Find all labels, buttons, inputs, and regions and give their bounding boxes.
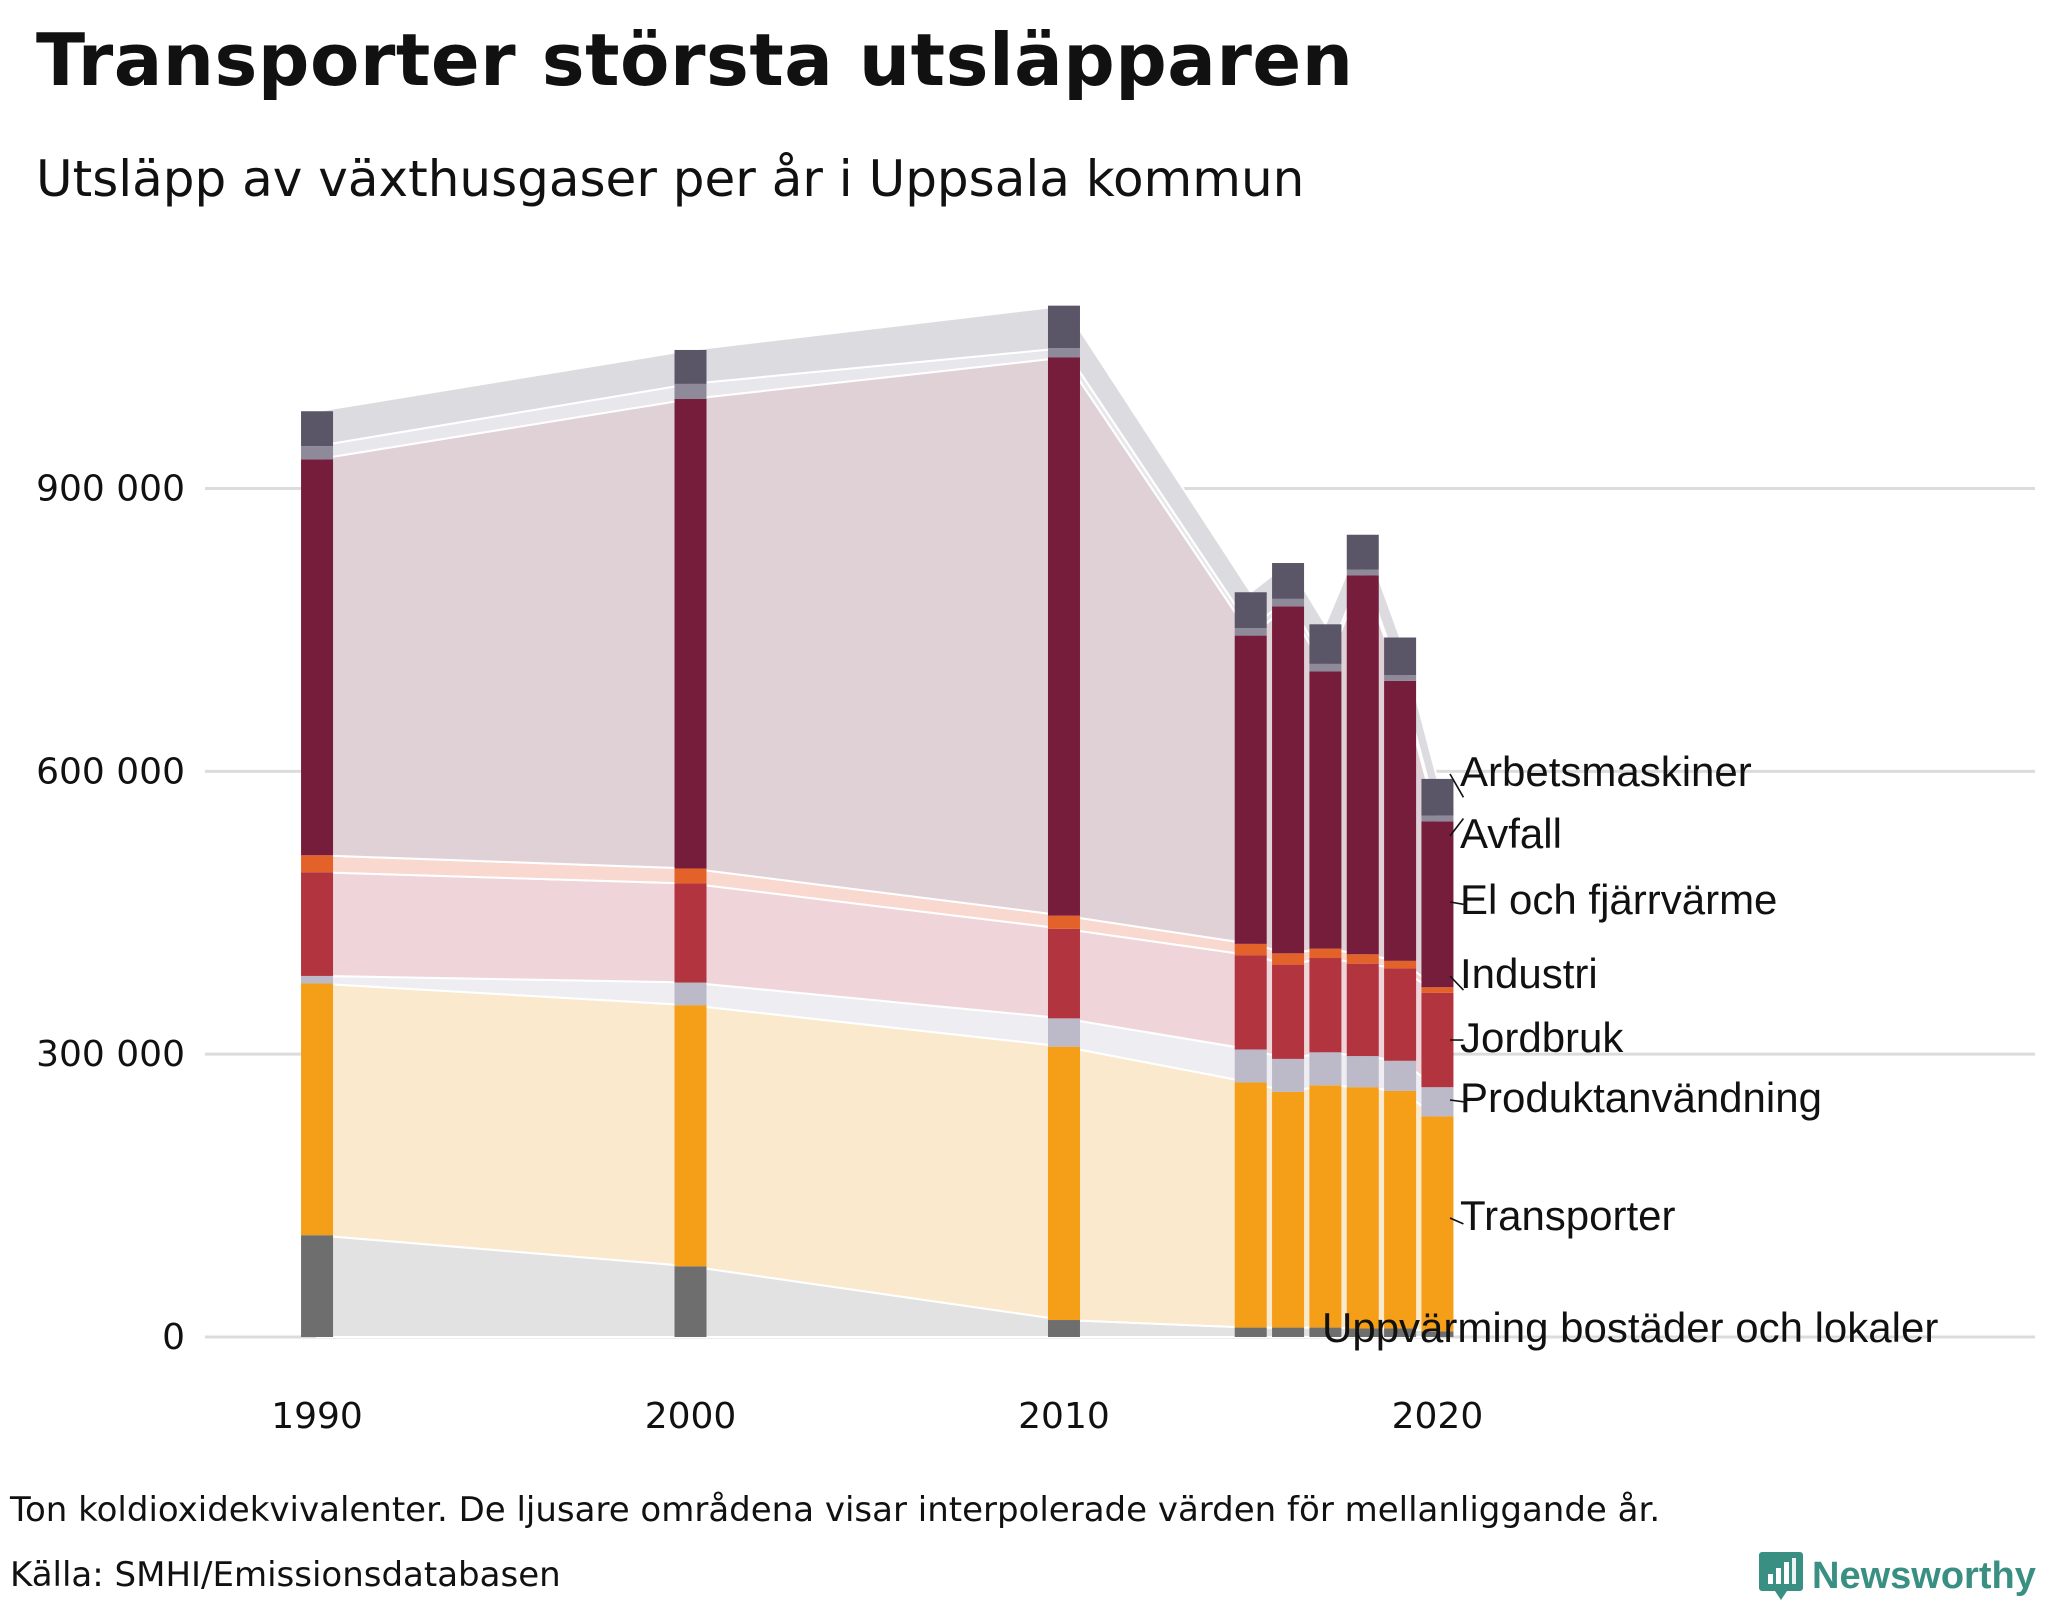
bar-segment xyxy=(675,384,707,399)
bar-segment xyxy=(675,884,707,983)
bar-segment xyxy=(1421,816,1453,822)
bar-segment xyxy=(1272,1092,1304,1328)
bar-segment xyxy=(1309,949,1341,958)
bar-segment xyxy=(1309,1052,1341,1085)
bar-segment xyxy=(1384,968,1416,1060)
bar-segment xyxy=(675,868,707,883)
newsworthy-logo-icon xyxy=(1758,1550,1804,1602)
bar-segment xyxy=(1347,954,1379,963)
bar-segment xyxy=(675,1266,707,1337)
bar-segment xyxy=(1272,599,1304,607)
bar-segment xyxy=(1048,348,1080,357)
bar-segment xyxy=(1347,1087,1379,1328)
x-tick-label: 2020 xyxy=(1392,1396,1484,1437)
bar-segment xyxy=(1048,929,1080,1019)
bar-segment xyxy=(1048,916,1080,929)
bar-segment xyxy=(1309,671,1341,948)
bar-segment xyxy=(1235,1049,1267,1082)
series-label: Avfall xyxy=(1460,810,1562,857)
bar-segment xyxy=(1421,987,1453,993)
y-tick-label: 300 000 xyxy=(36,1034,185,1075)
bar-segment xyxy=(1048,306,1080,348)
bar-segment xyxy=(1309,958,1341,1052)
bar-segment xyxy=(675,350,707,384)
series-label: Arbetsmaskiner xyxy=(1460,748,1752,795)
bar-segment xyxy=(1272,1059,1304,1092)
bar-segment xyxy=(675,399,707,868)
series-label: Jordbruk xyxy=(1460,1014,1624,1061)
bar-segment xyxy=(1421,821,1453,987)
y-tick-label: 600 000 xyxy=(36,751,185,792)
bar-segment xyxy=(1235,1082,1267,1327)
bar-segment xyxy=(1272,965,1304,1059)
bar-segment xyxy=(301,976,333,984)
bar-segment xyxy=(1309,1085,1341,1327)
bar-segment xyxy=(1235,636,1267,944)
bar-segment xyxy=(301,411,333,446)
bar-segment xyxy=(1384,1091,1416,1329)
bar-segment xyxy=(1235,944,1267,955)
bar-segment xyxy=(1347,964,1379,1056)
newsworthy-logo[interactable]: Newsworthy xyxy=(1758,1548,2036,1604)
x-tick-label: 1990 xyxy=(271,1396,363,1437)
bar-segment xyxy=(301,872,333,976)
bar-segment xyxy=(1347,1056,1379,1087)
bar-segment xyxy=(1384,681,1416,961)
x-tick-label: 2000 xyxy=(645,1396,737,1437)
bar-segment xyxy=(1347,570,1379,576)
bar-segment xyxy=(1421,779,1453,816)
bar-segment xyxy=(1309,664,1341,672)
y-tick-label: 900 000 xyxy=(36,469,185,510)
bar-segment xyxy=(1272,563,1304,599)
chart-note: Ton koldioxidekvivalenter. De ljusare om… xyxy=(10,1490,1660,1530)
bar-segment xyxy=(301,983,333,1235)
bar-segment xyxy=(1347,535,1379,570)
series-label: Uppvärming bostäder och lokaler xyxy=(1322,1304,1938,1351)
bar-segment xyxy=(675,983,707,1006)
series-label: Produktanvändning xyxy=(1460,1074,1822,1121)
bar-segment xyxy=(1384,1061,1416,1091)
bar-segment xyxy=(1235,955,1267,1049)
bar-segment xyxy=(1048,1320,1080,1337)
bar-segment xyxy=(1048,358,1080,916)
series-label: El och fjärrvärme xyxy=(1460,876,1777,923)
bar-segment xyxy=(1347,575,1379,954)
interpolation-bands xyxy=(317,306,1437,1337)
bar-segment xyxy=(301,855,333,872)
bar-segment xyxy=(1048,1047,1080,1320)
bar-segment xyxy=(1235,1328,1267,1337)
bar-segment xyxy=(1384,637,1416,675)
bar-segment xyxy=(675,1005,707,1266)
bar-segment xyxy=(301,459,333,855)
bar-segment xyxy=(1272,953,1304,964)
bar-segment xyxy=(1421,1116,1453,1331)
bar-segment xyxy=(1384,961,1416,969)
y-tick-label: 0 xyxy=(162,1317,185,1358)
bar-segment xyxy=(1272,606,1304,953)
chart-source: Källa: SMHI/Emissionsdatabasen xyxy=(10,1555,561,1595)
bar-segment xyxy=(301,1235,333,1337)
bar-segment xyxy=(1272,1328,1304,1337)
bar-segment xyxy=(301,446,333,459)
series-label: Transporter xyxy=(1460,1192,1676,1239)
bar-segment xyxy=(1309,624,1341,664)
bar-segment xyxy=(1235,592,1267,628)
bar-segment xyxy=(1421,1087,1453,1116)
bar-segment xyxy=(1048,1018,1080,1046)
series-label: Industri xyxy=(1460,950,1598,997)
bar-segment xyxy=(1421,993,1453,1087)
brand-name: Newsworthy xyxy=(1812,1555,2036,1598)
bar-segment xyxy=(1384,675,1416,681)
x-tick-label: 2010 xyxy=(1018,1396,1110,1437)
bar-segment xyxy=(1235,628,1267,636)
